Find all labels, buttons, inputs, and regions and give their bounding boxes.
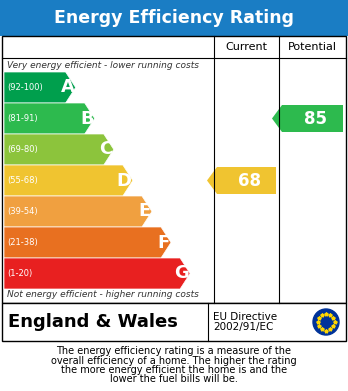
Text: B: B: [80, 109, 94, 127]
Text: (55-68): (55-68): [7, 176, 38, 185]
Polygon shape: [4, 72, 76, 103]
Text: EU Directive: EU Directive: [213, 312, 277, 322]
Bar: [0, 0, 348, 36]
Polygon shape: [4, 196, 152, 227]
Text: D: D: [117, 172, 132, 190]
Text: England & Wales: England & Wales: [8, 313, 178, 331]
Polygon shape: [4, 134, 114, 165]
Text: overall efficiency of a home. The higher the rating: overall efficiency of a home. The higher…: [51, 355, 297, 366]
Text: E: E: [139, 203, 151, 221]
Bar: [2, 36, 346, 303]
Text: (39-54): (39-54): [7, 207, 38, 216]
Text: the more energy efficient the home is and the: the more energy efficient the home is an…: [61, 365, 287, 375]
Text: G: G: [174, 264, 189, 283]
Polygon shape: [4, 227, 171, 258]
Polygon shape: [272, 105, 343, 132]
Polygon shape: [207, 167, 276, 194]
Circle shape: [313, 309, 339, 335]
Polygon shape: [4, 103, 95, 134]
Text: (21-38): (21-38): [7, 238, 38, 247]
Text: A: A: [61, 79, 74, 97]
Polygon shape: [4, 165, 133, 196]
Text: C: C: [100, 140, 113, 158]
Text: 2002/91/EC: 2002/91/EC: [213, 322, 274, 332]
Text: (69-80): (69-80): [7, 145, 38, 154]
Text: (1-20): (1-20): [7, 269, 32, 278]
Text: 68: 68: [238, 172, 261, 190]
Text: Very energy efficient - lower running costs: Very energy efficient - lower running co…: [7, 61, 199, 70]
Text: Potential: Potential: [288, 42, 337, 52]
Polygon shape: [4, 258, 190, 289]
Text: F: F: [158, 233, 170, 251]
Text: Energy Efficiency Rating: Energy Efficiency Rating: [54, 9, 294, 27]
Text: (92-100): (92-100): [7, 83, 43, 92]
Text: Current: Current: [226, 42, 268, 52]
Text: The energy efficiency rating is a measure of the: The energy efficiency rating is a measur…: [56, 346, 292, 356]
Text: (81-91): (81-91): [7, 114, 38, 123]
Text: Not energy efficient - higher running costs: Not energy efficient - higher running co…: [7, 290, 199, 299]
Text: lower the fuel bills will be.: lower the fuel bills will be.: [110, 375, 238, 384]
Bar: [2, 303, 346, 341]
Text: 85: 85: [304, 109, 327, 127]
